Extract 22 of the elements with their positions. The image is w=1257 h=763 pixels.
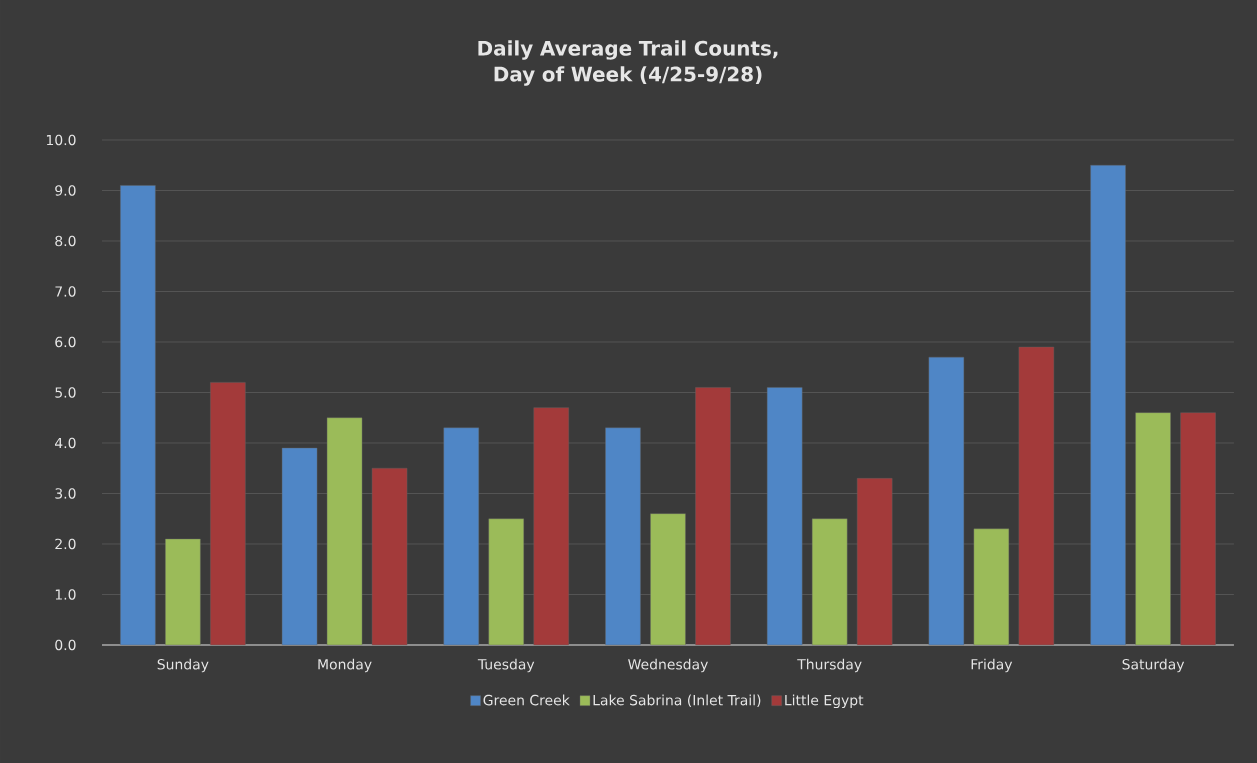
legend-label: Green Creek [483,694,570,706]
x-tick-label: Wednesday [628,658,708,673]
y-tick-label: 7.0 [55,286,76,297]
x-tick-label: Saturday [1122,658,1185,673]
x-tick-label: Thursday [797,658,862,673]
x-tick-label: Monday [318,658,372,673]
y-tick-label: 2.0 [55,538,76,550]
x-tick-label: Friday [971,658,1013,673]
chart-title: Daily Average Trail Counts, Day of Week (4/25-9/28) [478,40,778,86]
y-tick-label: 8.0 [55,235,76,247]
y-tick-label: 1.0 [55,589,76,600]
y-tick-label: 9.0 [55,185,76,196]
legend-label: Little Egypt [785,694,864,709]
legend-label: Lake Sabrina (Inlet Trail) [593,694,761,708]
y-tick-label: 3.0 [55,488,76,499]
x-tick-label: Tuesday [477,658,535,673]
y-tick-label: 0.0 [55,639,76,651]
y-tick-label: 6.0 [55,336,76,348]
y-tick-label: 4.0 [55,437,76,449]
x-tick-label: Sunday [157,658,209,673]
y-tick-label: 5.0 [55,387,76,398]
y-tick-label: 10.0 [46,134,76,146]
